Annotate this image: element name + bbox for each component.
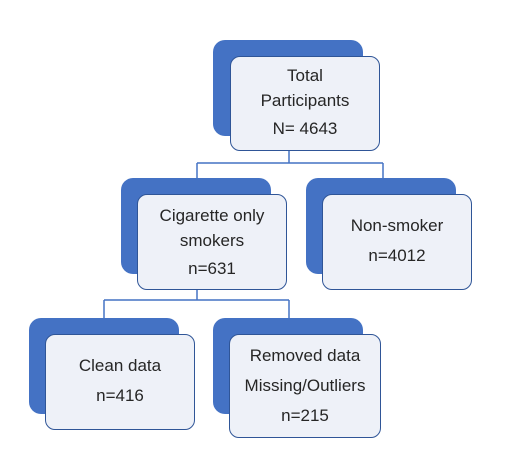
non-smoker-label: Non-smoker <box>350 216 444 235</box>
cigarette-count: n=631 <box>188 259 236 278</box>
node-card <box>229 334 381 438</box>
removed-label-line1: Removed data <box>249 346 361 365</box>
node-card <box>45 334 195 430</box>
clean-data-count: n=416 <box>96 386 144 405</box>
node-card <box>230 56 380 151</box>
node-card <box>137 194 287 290</box>
total-label-line1: Total <box>287 66 323 85</box>
node-card <box>322 194 472 290</box>
cigarette-label-line2: smokers <box>179 231 245 250</box>
non-smoker-count: n=4012 <box>368 246 426 265</box>
total-count: N= 4643 <box>272 119 338 138</box>
removed-count: n=215 <box>281 406 329 425</box>
total-label-line2: Participants <box>260 91 350 110</box>
removed-label-line2: Missing/Outliers <box>244 376 366 395</box>
clean-data-label: Clean data <box>78 356 162 375</box>
cigarette-label-line1: Cigarette only <box>159 206 265 225</box>
